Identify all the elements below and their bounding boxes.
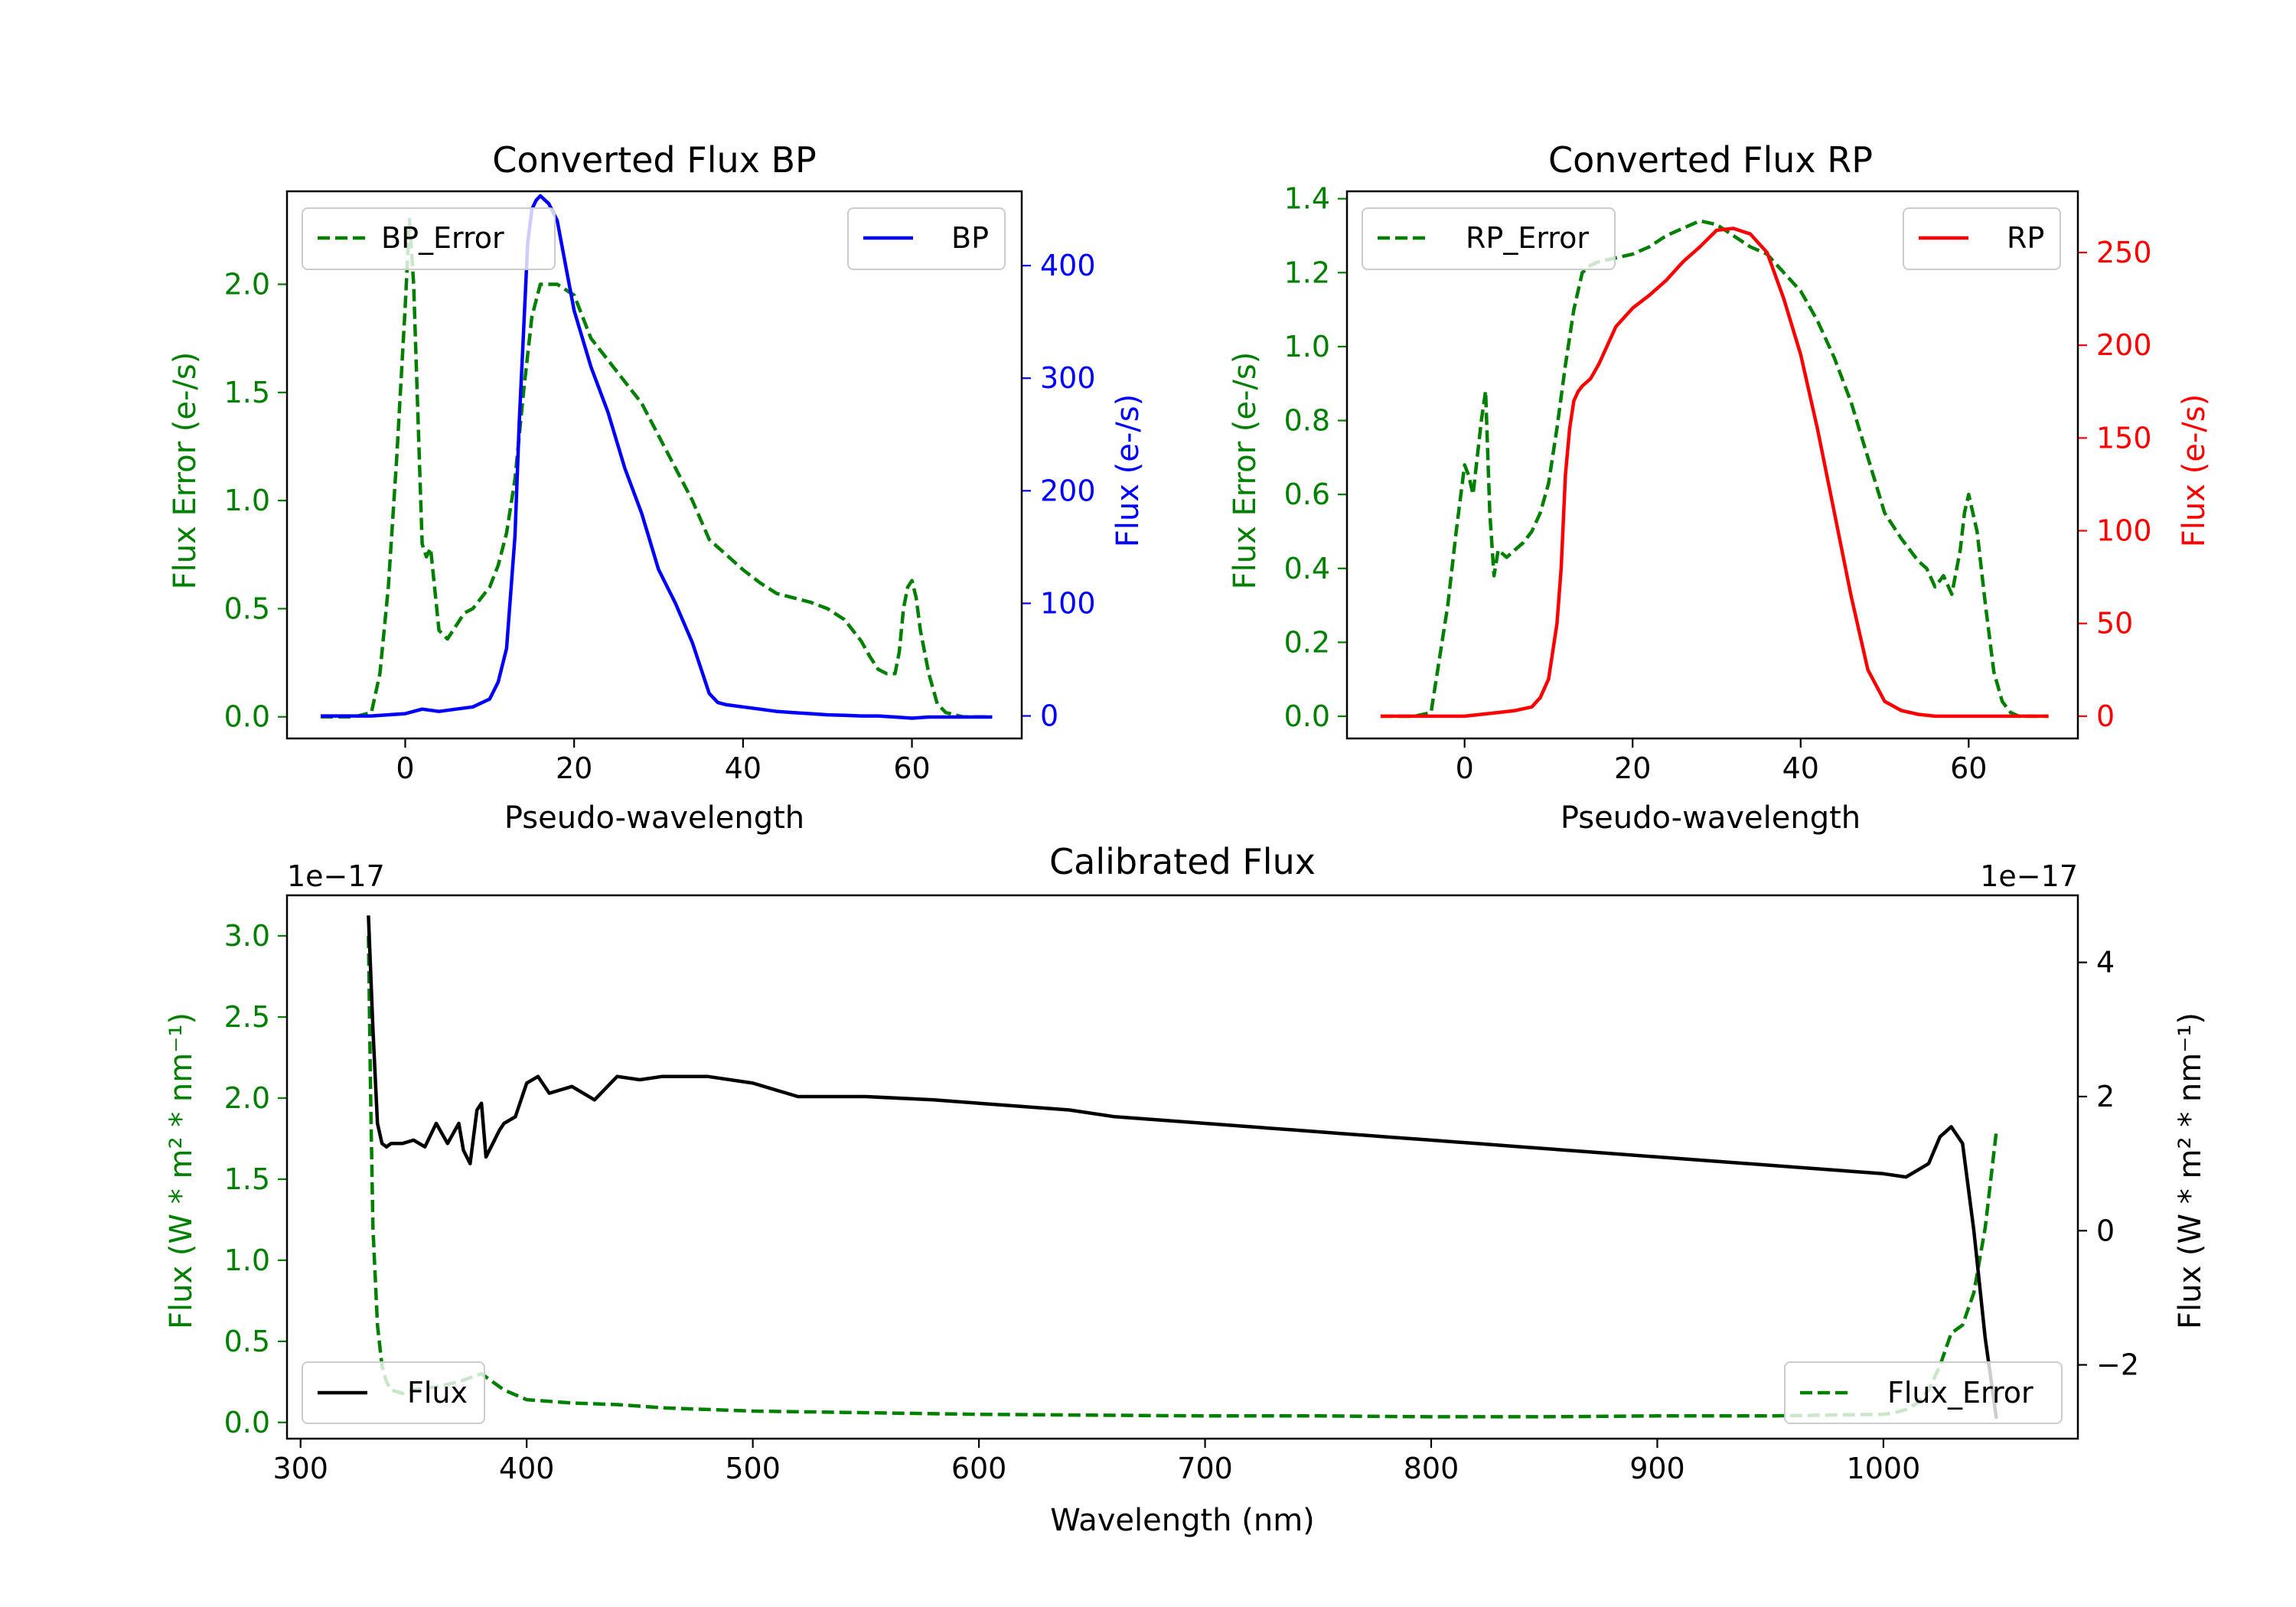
bp-right-y-tick-label: 0 [1040,699,1058,733]
rp-right-y-tick-label: 100 [2096,514,2152,548]
bp-chart-title: Converted Flux BP [492,139,817,181]
bp-series-bp-error [321,217,993,719]
bp-left-y-tick-label: 0.0 [224,700,270,734]
calibrated-left-offset: 1e−17 [287,859,385,893]
calibrated-right-y-tick-label: −2 [2096,1348,2139,1382]
rp-left-y-tick-label: 1.2 [1284,256,1330,289]
calibrated-legend-flux-label: Flux [407,1376,468,1410]
bp-x-tick-label: 20 [556,751,592,785]
calibrated-axes-frame [285,894,2079,1440]
bp-left-y-tick-label: 1.0 [224,484,270,517]
bp-right-y-tick-label: 200 [1040,474,1096,507]
calibrated-right-y-tick-label: 2 [2096,1080,2115,1113]
calibrated-left-y-tick-label: 3.0 [224,919,270,953]
bp-right-y-tick-label: 100 [1040,586,1096,620]
bp-left-y-tick-label: 1.5 [224,376,270,409]
bp-left-y-tick-label: 0.5 [224,592,270,625]
bp-legend-error-label: BP_Error [381,221,504,255]
calibrated-x-tick-label: 500 [725,1452,781,1485]
rp-x-tick-label: 20 [1614,751,1651,785]
calibrated-x-tick-label: 400 [499,1452,555,1485]
calibrated-left-y-tick-label: 2.5 [224,1000,270,1034]
calibrated-x-tick-label: 1000 [1847,1452,1921,1485]
calibrated-left-y-tick-label: 1.5 [224,1162,270,1196]
calibrated-legend-flux: Flux [302,1361,485,1424]
rp-right-y-tick-label: 0 [2096,699,2115,733]
rp-left-y-tick-label: 1.4 [1284,182,1330,216]
bp-series-bp [321,194,993,720]
rp-x-axis-label: Pseudo-wavelength [1561,800,1861,836]
calibrated-left-y-tick-label: 2.0 [224,1081,270,1115]
bp-x-axis-label: Pseudo-wavelength [504,800,804,836]
bp-right-axis-label: Flux (e-/s) [1110,394,1146,547]
bp-left-axis-label: Flux Error (e-/s) [168,352,203,590]
bp-legend-error: BP_Error [302,207,556,270]
calibrated-x-tick-label: 600 [951,1452,1007,1485]
rp-left-y-tick-label: 0.6 [1284,478,1330,511]
rp-chart: Converted Flux RP Pseudo-wavelength Flux… [1228,139,2212,836]
rp-left-y-tick-label: 1.0 [1284,330,1330,363]
calibrated-legend-error: Flux_Error [1784,1361,2063,1424]
calibrated-right-y-tick-label: 0 [2096,1214,2115,1247]
calibrated-x-tick-label: 300 [272,1452,328,1485]
rp-series-rp-error [1380,219,2049,719]
rp-right-y-tick-label: 50 [2096,607,2133,641]
rp-right-axis-label: Flux (e-/s) [2177,394,2212,547]
calibrated-left-y-tick-label: 0.5 [224,1325,270,1358]
rp-chart-title: Converted Flux RP [1548,139,1873,181]
calibrated-left-y-tick-label: 0.0 [224,1406,270,1439]
rp-legend-error: RP_Error [1362,207,1616,270]
calibrated-right-axis-label: Flux (W * m² * nm⁻¹) [2173,1012,2208,1329]
rp-legend-flux-label: RP [2007,221,2044,255]
rp-left-y-tick-label: 0.4 [1284,552,1330,585]
calibrated-left-y-tick-label: 1.0 [224,1244,270,1277]
bp-x-tick-label: 60 [893,751,930,785]
bp-legend-flux-label: BP [951,221,989,255]
calibrated-right-y-tick-label: 4 [2096,946,2115,980]
calibrated-chart: Calibrated Flux 1e−17 1e−17 Wavelength (… [164,841,2208,1538]
bp-right-y-tick-label: 400 [1040,249,1096,282]
rp-x-tick-label: 60 [1950,751,1987,785]
rp-left-y-tick-label: 0.8 [1284,404,1330,438]
rp-x-tick-label: 40 [1782,751,1819,785]
calibrated-x-tick-label: 800 [1404,1452,1459,1485]
calibrated-chart-title: Calibrated Flux [1049,841,1316,882]
calibrated-x-tick-label: 900 [1629,1452,1685,1485]
bp-x-tick-label: 40 [725,751,762,785]
bp-axes-frame [285,190,1023,740]
calibrated-x-tick-label: 700 [1177,1452,1233,1485]
rp-legend-flux: RP [1903,207,2061,270]
calibrated-right-offset: 1e−17 [1980,859,2078,893]
rp-left-axis-label: Flux Error (e-/s) [1228,352,1263,590]
rp-legend-error-label: RP_Error [1466,221,1589,255]
bp-legend-flux: BP [847,207,1006,270]
calibrated-series-flux [367,915,1998,1420]
bp-chart: Converted Flux BP Pseudo-wavelength Flux… [168,139,1146,836]
rp-x-tick-label: 0 [1456,751,1474,785]
calibrated-left-axis-label: Flux (W * m² * nm⁻¹) [164,1012,199,1329]
bp-left-y-tick-label: 2.0 [224,268,270,302]
rp-axes-frame [1345,190,2079,740]
bp-x-tick-label: 0 [396,751,414,785]
rp-left-y-tick-label: 0.0 [1284,699,1330,733]
rp-right-y-tick-label: 250 [2096,236,2152,269]
rp-left-y-tick-label: 0.2 [1284,625,1330,659]
bp-right-y-tick-label: 300 [1040,361,1096,395]
calibrated-x-axis-label: Wavelength (nm) [1050,1503,1315,1538]
calibrated-legend-error-label: Flux_Error [1887,1376,2033,1410]
rp-series-rp [1380,227,2049,719]
rp-right-y-tick-label: 200 [2096,328,2152,362]
rp-right-y-tick-label: 150 [2096,421,2152,455]
